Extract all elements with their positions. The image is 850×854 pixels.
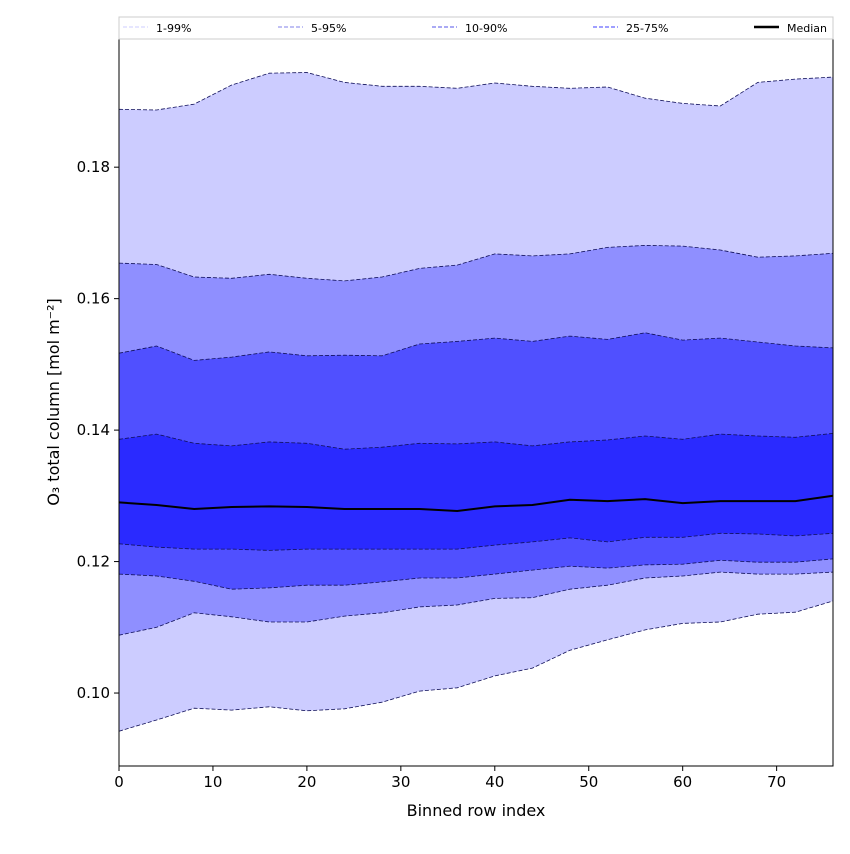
edge-line-p25 — [118, 532, 834, 551]
y-axis-ticks: 0.10 0.12 0.14 0.16 0.18 — [77, 158, 119, 702]
legend-label: 25-75% — [626, 22, 668, 35]
y-tick-label: 0.18 — [77, 158, 110, 176]
legend-item-10-90pct: 10-90% — [432, 22, 507, 35]
legend: 1-99% 5-95% 10-90% 25-75% Median — [118, 16, 834, 40]
edge-line-p5 — [118, 571, 834, 636]
y-tick-label: 0.14 — [77, 421, 110, 439]
legend-label: Median — [787, 22, 827, 35]
x-axis-label: Binned row index — [407, 801, 546, 820]
edge-line-p90 — [118, 332, 834, 361]
median-line — [118, 494, 834, 513]
x-axis-ticks: 0 10 20 30 40 50 60 70 — [114, 766, 786, 791]
y-tick-label: 0.16 — [77, 290, 110, 308]
x-tick-label: 0 — [114, 773, 124, 791]
edge-line-p99 — [118, 72, 834, 111]
band-25-75pct — [119, 433, 833, 551]
legend-label: 10-90% — [465, 22, 507, 35]
y-tick-label: 0.10 — [77, 684, 110, 702]
x-tick-label: 20 — [297, 773, 316, 791]
legend-label: 5-95% — [311, 22, 346, 35]
edge-line-p75 — [118, 433, 834, 450]
y-axis-label: O₃ total column [mol m⁻²] — [44, 298, 63, 506]
edge-line-p1 — [118, 600, 834, 732]
edge-line-p10 — [118, 558, 834, 590]
legend-item-5-95pct: 5-95% — [278, 22, 346, 35]
x-tick-label: 30 — [391, 773, 410, 791]
legend-box — [118, 16, 834, 40]
x-tick-label: 60 — [673, 773, 692, 791]
legend-item-1-99pct: 1-99% — [123, 22, 191, 35]
x-tick-label: 70 — [767, 773, 786, 791]
legend-label: 1-99% — [156, 22, 191, 35]
x-tick-label: 40 — [485, 773, 504, 791]
y-tick-label: 0.12 — [77, 553, 110, 571]
x-tick-label: 50 — [579, 773, 598, 791]
x-tick-label: 10 — [203, 773, 222, 791]
bands-layer — [119, 72, 833, 732]
edge-line-p95 — [118, 244, 834, 282]
edges-layer — [118, 72, 834, 732]
legend-item-median: Median — [754, 22, 827, 35]
legend-item-25-75pct: 25-75% — [593, 22, 668, 35]
